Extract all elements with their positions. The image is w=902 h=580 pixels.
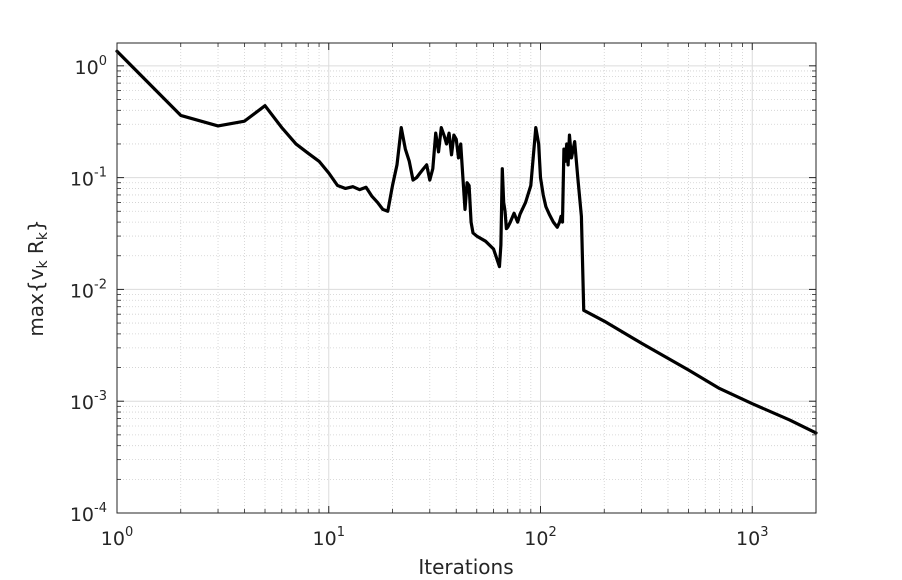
y-tick-labels: 100 10-1 10-2 10-3 10-4 [70, 54, 107, 526]
x-axis-label: Iterations [418, 555, 513, 579]
plot-frame [116, 42, 817, 514]
y-tick-label: 10-3 [70, 389, 107, 414]
y-tick-label: 10-1 [70, 166, 107, 191]
series-layer [115, 49, 818, 435]
plot-background [117, 43, 816, 513]
series-line [115, 49, 818, 435]
y-tick-label: 100 [75, 54, 107, 79]
y-tick-label: 10-4 [70, 501, 107, 526]
y-tick-label: 10-2 [70, 277, 107, 302]
minor-grid [117, 43, 816, 513]
tick-marks [116, 43, 816, 514]
x-tick-label: 102 [524, 525, 556, 550]
x-tick-label: 101 [313, 525, 345, 550]
x-tick-label: 100 [101, 525, 133, 550]
y-axis-label: max{vk Rk} [24, 219, 51, 336]
x-tick-label: 103 [736, 525, 768, 550]
x-tick-labels: 100 101 102 103 [101, 525, 769, 550]
